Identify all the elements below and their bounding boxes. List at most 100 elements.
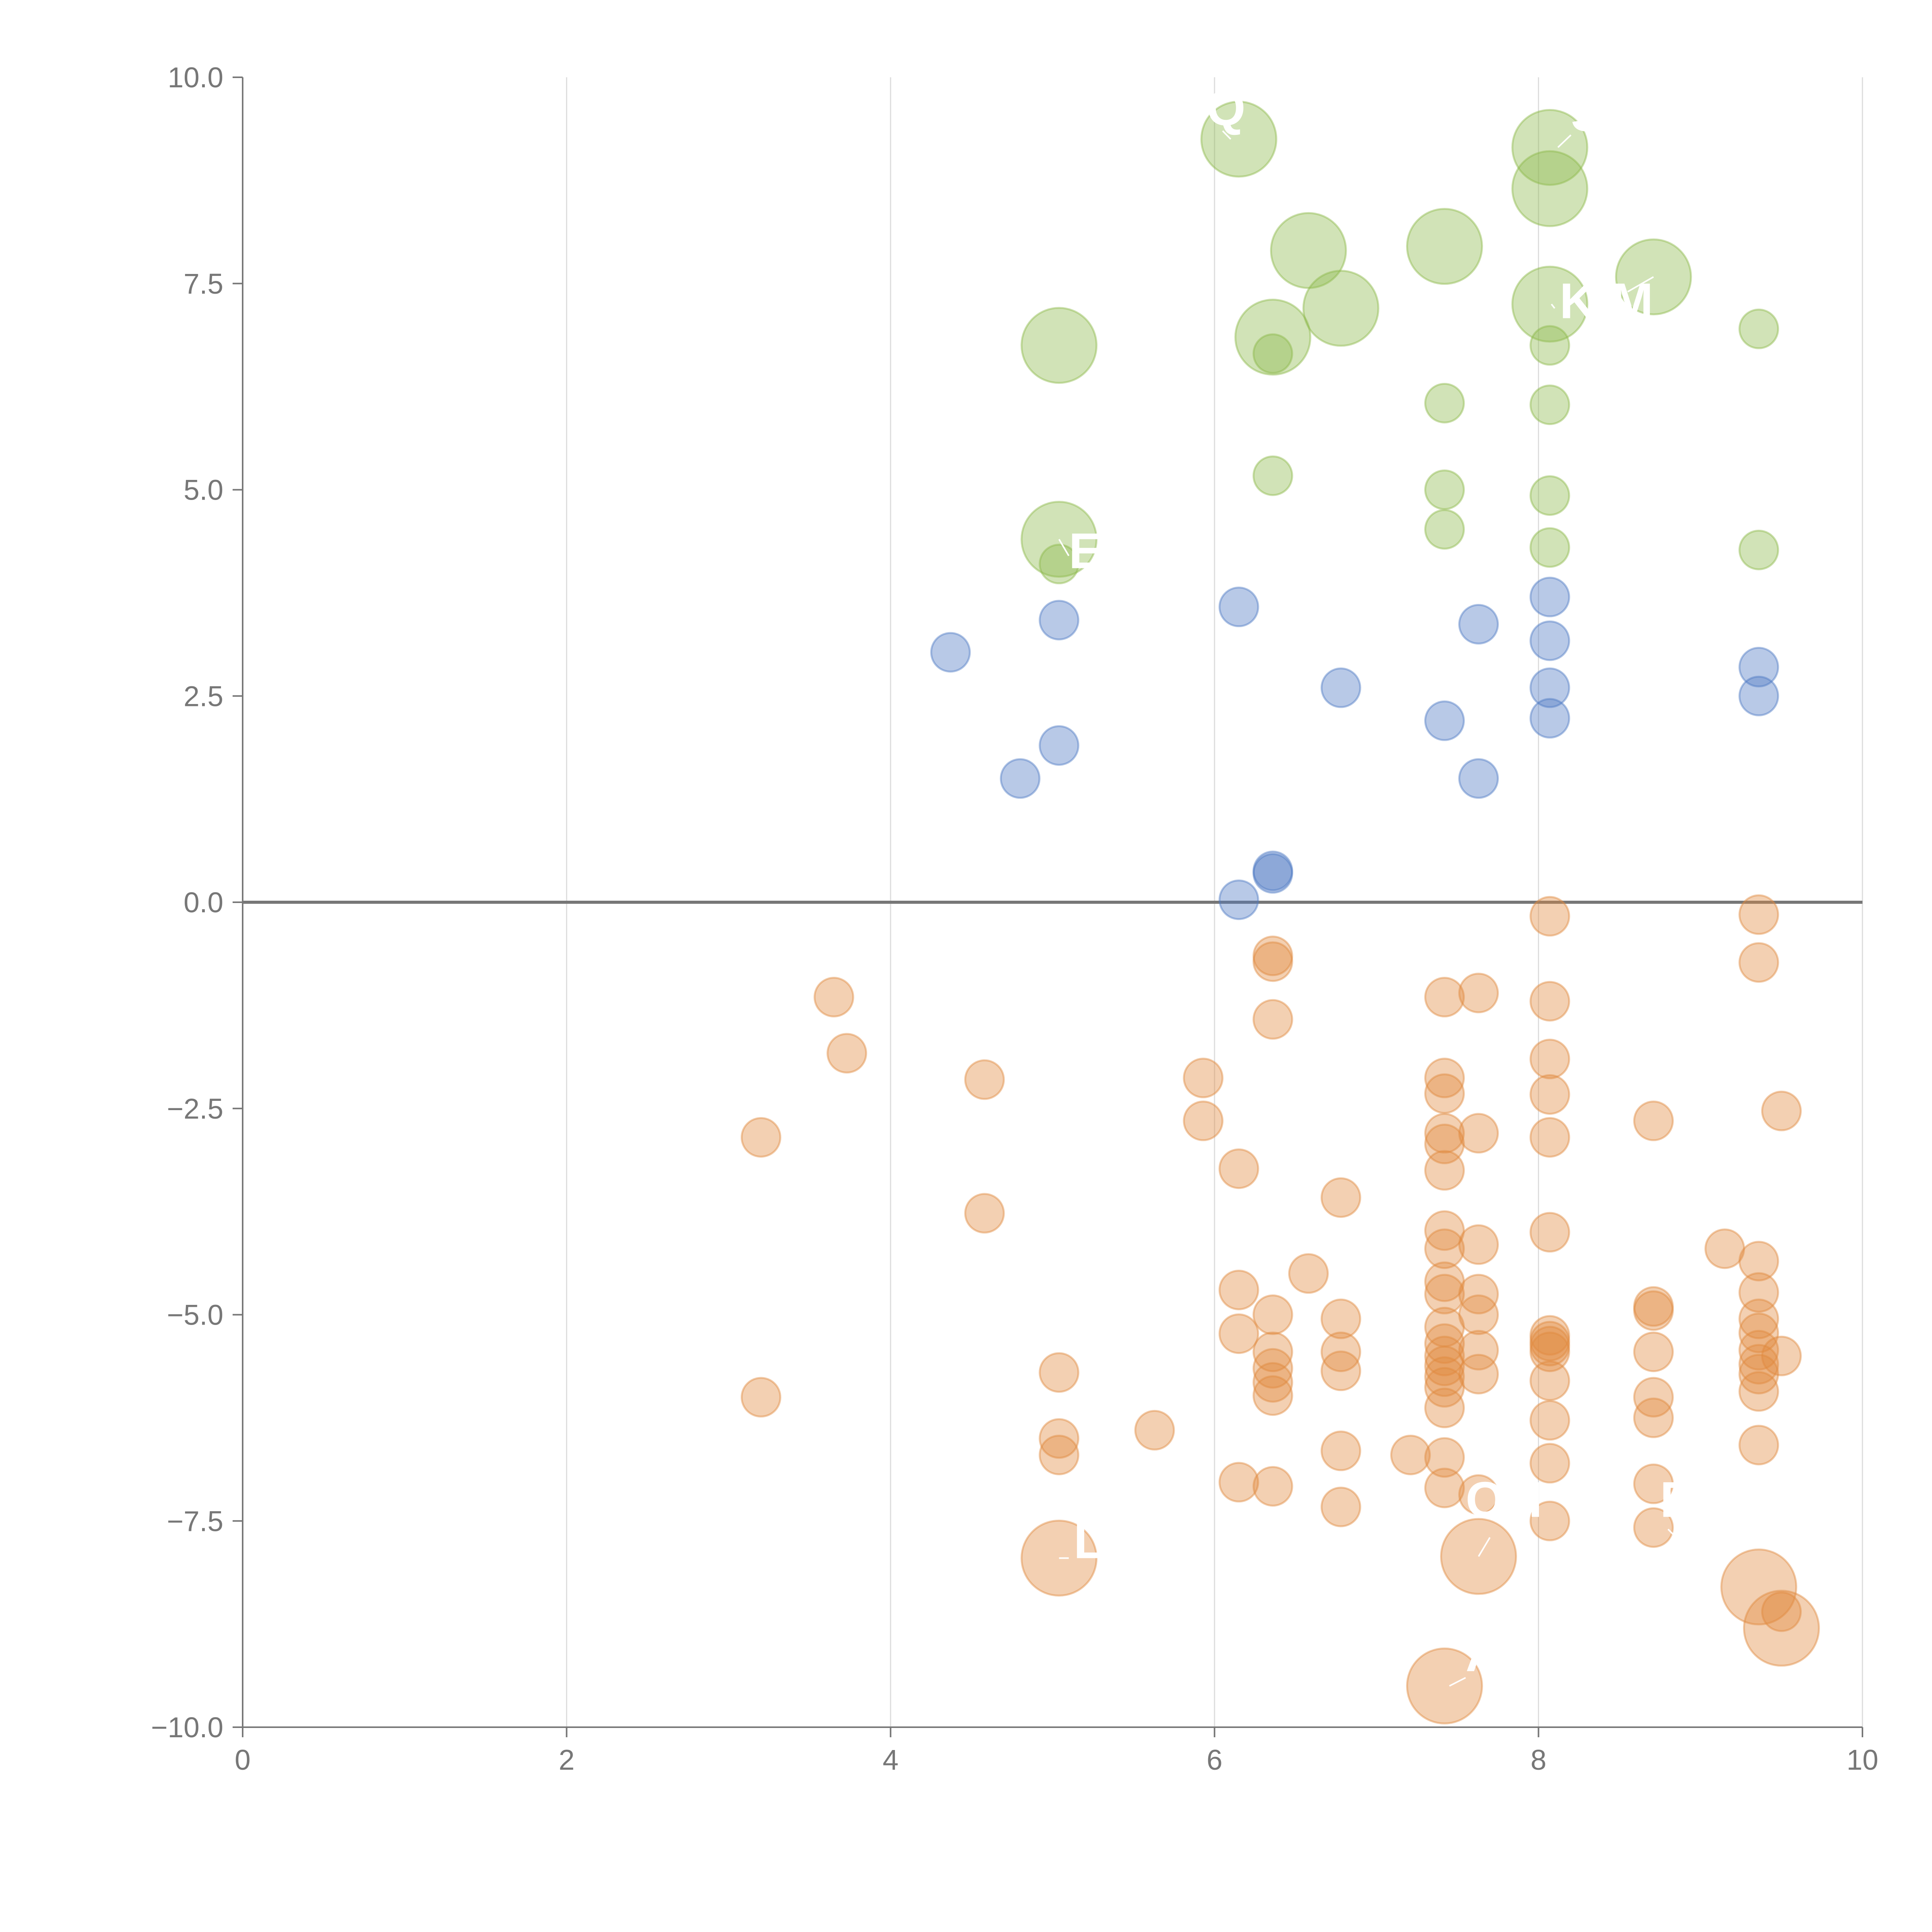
data-point xyxy=(1458,1330,1499,1371)
data-point xyxy=(1424,1210,1465,1251)
x-tick-label: 10 xyxy=(1847,1744,1878,1776)
y-tick-label: −5.0 xyxy=(167,1299,223,1331)
data-point xyxy=(1529,698,1570,739)
data-point xyxy=(1183,1058,1224,1099)
data-point xyxy=(1424,1113,1465,1154)
data-point xyxy=(1406,208,1483,285)
data-point xyxy=(1424,1468,1465,1509)
data-point xyxy=(813,977,854,1018)
data-point xyxy=(1633,1332,1674,1372)
data-point xyxy=(1529,1360,1570,1401)
y-tick-label: 2.5 xyxy=(184,680,223,712)
data-point xyxy=(1633,1377,1674,1418)
x-tick-label: 6 xyxy=(1207,1744,1223,1776)
data-point xyxy=(1039,600,1080,641)
data-point xyxy=(1424,1367,1465,1408)
data-point xyxy=(1720,1548,1798,1626)
data-point xyxy=(1738,894,1779,935)
data-point xyxy=(1424,1073,1465,1114)
data-point xyxy=(1738,1354,1779,1395)
data-point xyxy=(1424,1150,1465,1191)
annotation-leader xyxy=(1627,276,1654,293)
data-point xyxy=(1218,1269,1259,1310)
data-point xyxy=(1039,1352,1080,1393)
data-point xyxy=(1252,333,1293,374)
data-point xyxy=(1458,1474,1499,1515)
y-tick-label: 10.0 xyxy=(168,61,223,94)
data-point xyxy=(1529,1443,1570,1484)
data-point xyxy=(1424,1323,1465,1364)
data-point xyxy=(1252,999,1293,1040)
data-point xyxy=(1424,1437,1465,1478)
data-point xyxy=(1039,725,1080,766)
data-point xyxy=(1252,1362,1293,1403)
data-point xyxy=(1424,1058,1465,1099)
data-point xyxy=(1039,1418,1080,1459)
data-point xyxy=(1738,1312,1779,1353)
data-point xyxy=(1252,850,1293,891)
data-point xyxy=(1252,941,1293,982)
data-point xyxy=(1458,1224,1499,1265)
data-point xyxy=(1743,1590,1820,1667)
data-point xyxy=(1458,1113,1499,1154)
data-point xyxy=(964,1193,1005,1234)
data-point xyxy=(1633,1507,1674,1548)
data-point xyxy=(1633,1290,1674,1331)
data-point xyxy=(1000,758,1041,799)
data-point xyxy=(1738,1330,1779,1371)
data-point xyxy=(1252,935,1293,976)
data-point xyxy=(1320,1350,1361,1391)
data-point xyxy=(1529,896,1570,937)
data-point xyxy=(1738,529,1779,570)
data-point xyxy=(1529,475,1570,516)
data-point xyxy=(1252,1375,1293,1416)
data-point xyxy=(1424,383,1465,423)
data-point xyxy=(1529,325,1570,366)
data-point xyxy=(1424,1124,1465,1165)
data-point xyxy=(1738,1425,1779,1466)
annotation-layer: Q S K M E O H F L A xyxy=(1058,80,1690,1687)
annotation-leader xyxy=(1514,1529,1523,1538)
data-point xyxy=(1200,100,1277,178)
data-point xyxy=(1738,1344,1779,1385)
annotation-leader xyxy=(1551,303,1556,309)
data-point xyxy=(1458,1354,1499,1395)
data-point xyxy=(1458,1274,1499,1315)
annotation-label: H xyxy=(1506,1471,1543,1528)
data-point xyxy=(1761,1335,1802,1376)
data-point xyxy=(1183,1100,1224,1141)
data-point xyxy=(1218,1148,1259,1189)
x-tick-label: 4 xyxy=(883,1744,898,1776)
data-point xyxy=(1633,1397,1674,1438)
annotation-leader xyxy=(1058,539,1070,556)
data-point xyxy=(1252,1348,1293,1389)
data-point xyxy=(1529,1500,1570,1541)
data-point xyxy=(1020,307,1098,384)
y-tick-label: −2.5 xyxy=(167,1093,223,1125)
x-tick-label: 8 xyxy=(1531,1744,1546,1776)
data-point xyxy=(1320,1298,1361,1339)
annotation-label: S xyxy=(1571,85,1604,142)
data-point xyxy=(1529,1039,1570,1080)
data-point xyxy=(1738,1241,1779,1282)
data-point xyxy=(1039,1434,1080,1475)
data-point xyxy=(1288,1253,1329,1294)
data-point xyxy=(1738,1298,1779,1339)
data-point xyxy=(1458,758,1499,799)
annotation-label: F xyxy=(1660,1471,1690,1528)
data-point xyxy=(1458,604,1499,645)
data-point xyxy=(1218,587,1259,628)
data-point xyxy=(1320,1177,1361,1218)
y-tick-label: 7.5 xyxy=(184,268,223,300)
data-point xyxy=(964,1059,1005,1100)
data-point xyxy=(1458,973,1499,1014)
y-tick-label: 5.0 xyxy=(184,474,223,506)
data-point xyxy=(1134,1410,1175,1451)
annotation-leader xyxy=(1557,134,1571,148)
data-point xyxy=(1529,620,1570,661)
data-point xyxy=(1738,1272,1779,1313)
data-point xyxy=(1424,977,1465,1018)
data-point xyxy=(1738,308,1779,349)
data-point xyxy=(1218,879,1259,920)
